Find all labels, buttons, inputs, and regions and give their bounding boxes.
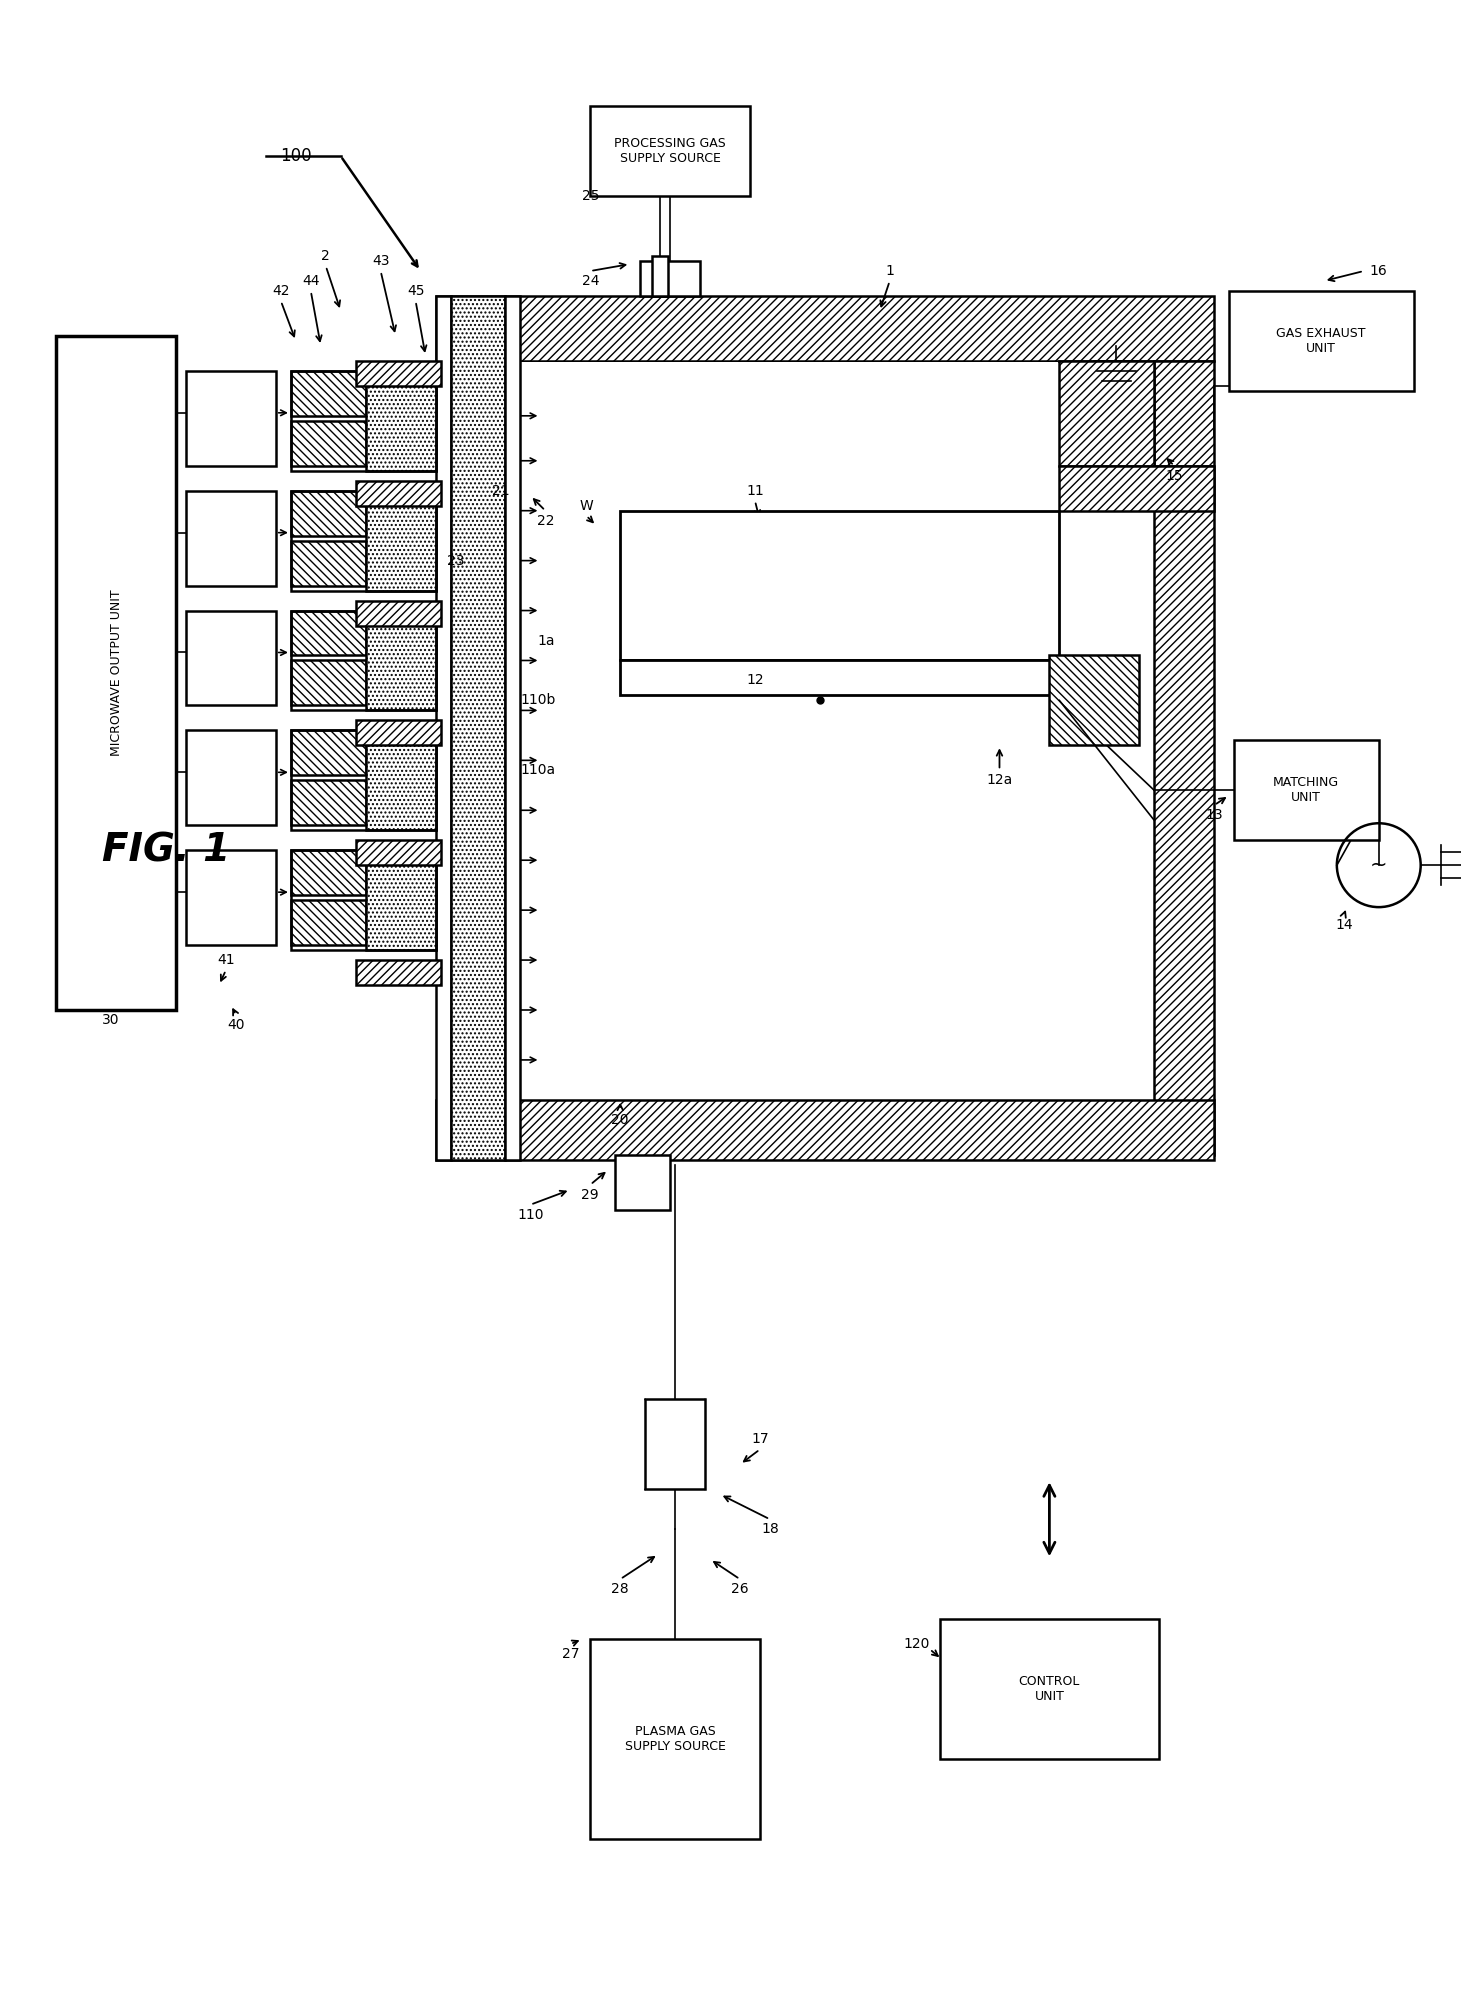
Bar xyxy=(291,780,366,826)
Bar xyxy=(645,1399,705,1489)
Text: 12: 12 xyxy=(746,673,763,687)
Text: 12a: 12a xyxy=(987,774,1013,788)
Bar xyxy=(355,601,440,625)
Text: MATCHING
UNIT: MATCHING UNIT xyxy=(1273,776,1339,804)
Bar xyxy=(1050,655,1139,746)
Text: GAS EXHAUST
UNIT: GAS EXHAUST UNIT xyxy=(1276,328,1366,356)
Bar xyxy=(291,730,436,830)
Bar xyxy=(355,961,440,985)
Bar xyxy=(366,611,436,710)
Text: 110a: 110a xyxy=(520,764,556,778)
Bar xyxy=(56,336,175,1009)
Bar xyxy=(291,372,436,470)
Bar xyxy=(1060,362,1154,466)
Bar xyxy=(436,1099,1213,1160)
Text: 11: 11 xyxy=(746,484,763,498)
Bar xyxy=(355,840,440,864)
Bar xyxy=(1234,740,1379,840)
Bar xyxy=(1230,291,1414,390)
Text: 21: 21 xyxy=(491,484,509,498)
Bar xyxy=(620,661,1060,695)
Text: 100: 100 xyxy=(281,147,311,165)
Bar xyxy=(186,372,276,466)
Bar xyxy=(186,850,276,945)
Text: 15: 15 xyxy=(1165,468,1183,482)
Bar xyxy=(436,295,450,1160)
Text: 17: 17 xyxy=(751,1433,769,1447)
Bar xyxy=(591,1638,760,1839)
Bar xyxy=(1060,466,1213,511)
Text: 29: 29 xyxy=(582,1188,599,1202)
Text: 16: 16 xyxy=(1370,263,1387,277)
Text: 25: 25 xyxy=(582,189,599,203)
Bar xyxy=(436,362,1154,1099)
Bar xyxy=(291,490,436,591)
Bar xyxy=(291,850,436,951)
Text: 24: 24 xyxy=(582,273,599,287)
Bar xyxy=(291,372,366,416)
Text: 110b: 110b xyxy=(520,693,556,708)
Bar xyxy=(620,511,1060,661)
Text: PROCESSING GAS
SUPPLY SOURCE: PROCESSING GAS SUPPLY SOURCE xyxy=(614,137,727,165)
Text: FIG. 1: FIG. 1 xyxy=(102,832,230,868)
Text: 42: 42 xyxy=(272,283,289,297)
Bar xyxy=(291,541,366,585)
Text: 120: 120 xyxy=(904,1636,930,1650)
Bar xyxy=(291,900,366,945)
Bar xyxy=(450,295,506,1160)
Text: 1: 1 xyxy=(886,263,895,277)
Bar xyxy=(366,490,436,591)
Bar xyxy=(1154,362,1213,1156)
Bar xyxy=(436,295,1213,362)
Bar xyxy=(186,490,276,585)
Bar xyxy=(291,611,436,710)
Text: 40: 40 xyxy=(227,1017,244,1031)
Text: 1a: 1a xyxy=(538,633,556,647)
Text: 43: 43 xyxy=(371,253,389,267)
Text: 110: 110 xyxy=(518,1208,544,1222)
Bar xyxy=(291,730,366,776)
Text: 26: 26 xyxy=(731,1582,749,1596)
Bar xyxy=(616,1156,670,1210)
Bar xyxy=(640,261,700,295)
Bar xyxy=(366,730,436,830)
Text: 20: 20 xyxy=(611,1114,629,1128)
Bar xyxy=(186,730,276,826)
Bar xyxy=(291,850,366,894)
Bar xyxy=(437,362,1058,1099)
Text: 30: 30 xyxy=(102,1013,120,1027)
Text: 22: 22 xyxy=(537,515,554,529)
Text: 41: 41 xyxy=(218,953,235,967)
Text: 2: 2 xyxy=(322,249,330,263)
Text: MICROWAVE OUTPUT UNIT: MICROWAVE OUTPUT UNIT xyxy=(110,589,123,756)
Text: 28: 28 xyxy=(611,1582,629,1596)
Bar xyxy=(366,372,436,470)
Text: 45: 45 xyxy=(406,283,424,297)
Bar xyxy=(355,480,440,507)
Bar xyxy=(291,611,366,655)
Text: 14: 14 xyxy=(1335,919,1352,933)
Bar xyxy=(366,850,436,951)
Text: PLASMA GAS
SUPPLY SOURCE: PLASMA GAS SUPPLY SOURCE xyxy=(624,1725,725,1753)
Bar xyxy=(355,362,440,386)
Bar xyxy=(506,295,520,1160)
Text: 18: 18 xyxy=(762,1522,779,1536)
Bar xyxy=(186,611,276,706)
Text: ~: ~ xyxy=(1370,854,1387,874)
Text: 27: 27 xyxy=(561,1646,579,1660)
Text: CONTROL
UNIT: CONTROL UNIT xyxy=(1019,1674,1080,1702)
Bar xyxy=(355,720,440,746)
Bar xyxy=(291,490,366,535)
Bar xyxy=(652,255,668,295)
Bar xyxy=(291,661,366,706)
Text: 23: 23 xyxy=(447,553,465,567)
Bar xyxy=(291,420,366,466)
Text: W: W xyxy=(579,498,594,513)
Bar xyxy=(591,107,750,197)
Text: 13: 13 xyxy=(1205,808,1222,822)
Bar xyxy=(940,1620,1159,1759)
Text: 44: 44 xyxy=(303,273,320,287)
